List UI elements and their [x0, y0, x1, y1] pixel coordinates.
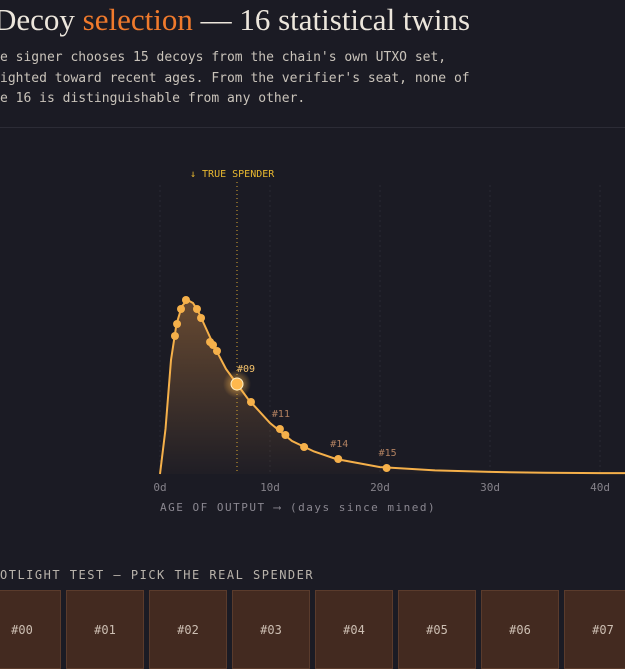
ring-member: [246, 398, 255, 406]
title-highlight: selection: [82, 2, 193, 37]
divider: [0, 127, 625, 128]
pick-button[interactable]: #00: [0, 590, 61, 669]
ring-member: [281, 431, 290, 439]
x-tick-label: 30d: [480, 481, 500, 494]
pick-button[interactable]: #04: [315, 590, 393, 669]
pick-button[interactable]: #06: [481, 590, 559, 669]
x-tick-label: 20d: [370, 481, 390, 494]
pick-button[interactable]: #03: [232, 590, 310, 669]
pick-button[interactable]: #02: [149, 590, 227, 669]
ring-member: [173, 320, 182, 328]
description-line: e 16 is distinguishable from any other.: [0, 91, 306, 106]
ring-member: [177, 305, 186, 313]
ring-member: [197, 314, 206, 322]
description-line: ighted toward recent ages. From the veri…: [0, 70, 470, 86]
ring-member: [170, 332, 179, 340]
title: Decoy selection — 16 statistical twins: [0, 2, 470, 38]
button-row: #00 #01 #02 #03 #04 #05 #06 #07: [0, 590, 625, 669]
pick-button[interactable]: #07: [564, 590, 625, 669]
title-part: — 16 statistical twins: [192, 2, 471, 37]
pick-button[interactable]: #05: [398, 590, 476, 669]
spotlight-title: OTLIGHT TEST — PICK THE REAL SPENDER: [0, 568, 315, 582]
ring-member: [334, 455, 343, 463]
member-label: #15: [379, 448, 397, 459]
chart: AGE OF OUTPUT ⟶ (days since mined) 0d 10d…: [153, 169, 625, 514]
ring-member: [300, 443, 309, 451]
ring-member: [212, 347, 221, 355]
ring-member: [382, 464, 391, 472]
description-line: e signer chooses 15 decoys from the chai…: [0, 50, 447, 65]
member-label: #14: [330, 439, 348, 450]
ring-member: [181, 296, 190, 304]
ring-member: [209, 341, 218, 349]
title-part: Decoy: [0, 2, 83, 37]
member-label: #09: [237, 364, 255, 375]
x-tick-label: 0d: [153, 481, 166, 494]
member-label: #11: [272, 409, 290, 420]
annotation: ↓ TRUE SPENDER: [190, 169, 275, 180]
pick-button[interactable]: #01: [66, 590, 144, 669]
x-axis-label: AGE OF OUTPUT ⟶ (days since mined): [160, 501, 436, 514]
ring-member: [275, 425, 284, 433]
x-tick-label: 10d: [260, 481, 280, 494]
ring-member: [192, 305, 201, 313]
description: e signer chooses 15 decoys from the chai…: [0, 48, 470, 110]
ring-member: [230, 377, 244, 391]
x-tick-label: 40d: [590, 481, 610, 494]
